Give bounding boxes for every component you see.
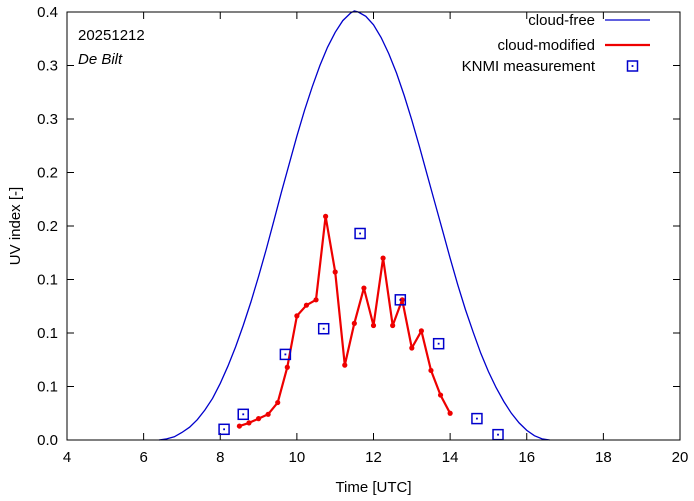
cloud-modified-point — [303, 302, 310, 308]
cloud-modified-point — [380, 255, 386, 261]
cloud-modified-point — [370, 322, 377, 329]
x-tick-label: 18 — [595, 449, 612, 466]
cloud-modified-point — [246, 420, 252, 426]
y-tick-label: 0.3 — [37, 58, 58, 75]
x-tick-label: 10 — [289, 449, 306, 466]
date-annotation: 20251212 — [78, 27, 145, 44]
cloud-modified-point — [437, 392, 444, 398]
knmi-measurement-point — [218, 423, 230, 436]
cloud-modified-point — [390, 322, 396, 329]
cloud-modified-point — [236, 423, 243, 429]
x-axis-title: Time [UTC] — [335, 479, 411, 496]
plot-area-frame — [66, 11, 681, 441]
knmi-measurement-point — [432, 337, 445, 350]
cloud-modified-point — [323, 213, 329, 219]
legend-label-cloud-free: cloud-free — [528, 12, 595, 29]
y-tick-label: 0.3 — [37, 111, 58, 128]
cloud-modified-point — [361, 285, 367, 291]
y-tick-label: 0.1 — [37, 325, 58, 342]
x-tick-label: 8 — [216, 449, 224, 466]
legend: cloud-free cloud-modified KNMI measureme… — [462, 12, 650, 75]
cloud-modified-point — [255, 416, 262, 422]
knmi-measurement-point — [317, 322, 330, 335]
cloud-modified-point — [313, 297, 319, 303]
knmi-measurement-point — [471, 412, 483, 425]
cloud-modified-point — [351, 320, 357, 326]
legend-label-cloud-modified: cloud-modified — [497, 37, 595, 54]
knmi-measurement-point — [279, 348, 292, 361]
x-tick-label: 6 — [139, 449, 147, 466]
y-tick-label: 0.1 — [37, 272, 58, 289]
y-tick-label: 0.2 — [37, 165, 58, 182]
cloud-modified-point — [294, 313, 300, 319]
y-tick-label: 0.4 — [37, 4, 58, 21]
cloud-modified-point — [399, 297, 405, 303]
cloud-modified-point — [265, 411, 271, 417]
knmi-measurement-point — [394, 294, 407, 306]
cloud-modified-point — [275, 399, 281, 406]
cloud-modified-point — [284, 364, 290, 370]
cloud-modified-point — [428, 367, 434, 374]
x-tick-label: 4 — [63, 449, 71, 466]
y-tick-label: 0.0 — [37, 432, 58, 449]
x-tick-label: 20 — [672, 449, 689, 466]
legend-label-knmi-measurement: KNMI measurement — [462, 58, 596, 75]
cloud-modified-point — [447, 410, 453, 416]
cloud-modified-point — [332, 269, 338, 275]
cloud-modified-point — [418, 328, 424, 334]
x-tick-label: 14 — [442, 449, 459, 466]
knmi-measurement-point — [354, 227, 366, 240]
location-annotation: De Bilt — [78, 51, 123, 68]
x-tick-label: 12 — [365, 449, 382, 466]
y-axis-title: UV index [-] — [7, 187, 24, 265]
knmi-measurement-point — [237, 408, 249, 421]
y-tick-label: 0.2 — [37, 218, 58, 235]
y-tick-label: 0.1 — [37, 379, 58, 396]
legend-swatch-knmi-measurement — [626, 60, 639, 72]
cloud-modified-point — [342, 362, 348, 368]
series-line-cloud-free — [158, 10, 550, 441]
cloud-modified-point — [409, 345, 415, 351]
x-tick-label: 16 — [518, 449, 535, 466]
